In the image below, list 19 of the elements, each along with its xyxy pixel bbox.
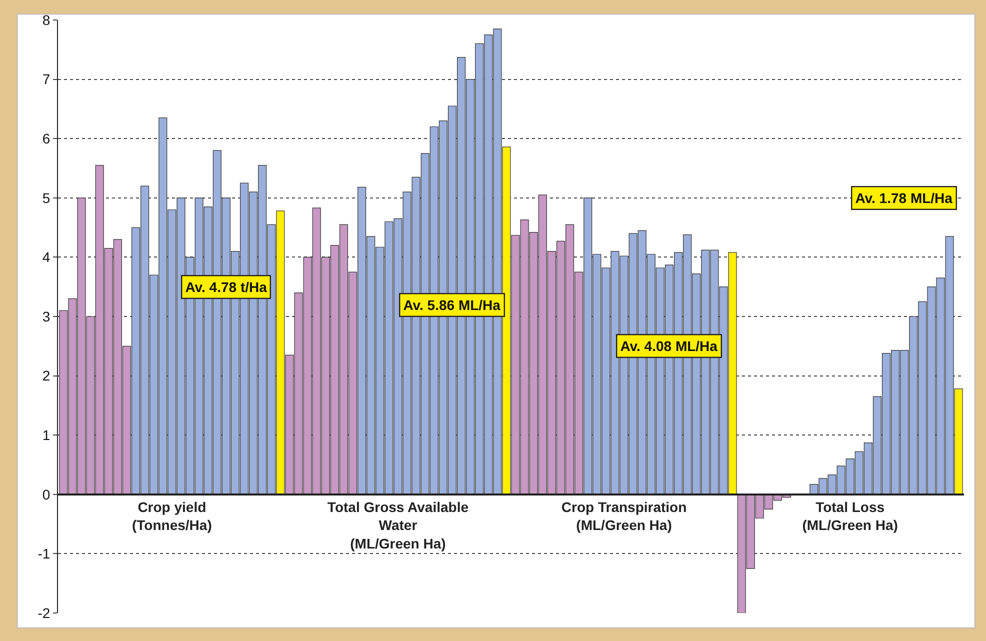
x-tick-label: Crop Transpiration (ML/Green Ha)	[561, 498, 687, 534]
y-tick-label: 2	[42, 368, 50, 384]
annotation: Av. 4.08 ML/Ha	[620, 338, 718, 354]
annotation: Av. 4.78 t/Ha	[185, 279, 268, 296]
y-tick-label: -1	[38, 546, 50, 562]
x-tick-label: Crop yield (Tonnes/Ha)	[132, 498, 212, 534]
x-tick-label: Total Gross Available Water (ML/Green Ha)	[327, 498, 469, 552]
y-tick-label: -2	[38, 604, 50, 621]
y-tick-label: 5	[42, 190, 50, 206]
y-tick-label: 3	[42, 308, 50, 324]
y-tick-label: 7	[42, 71, 50, 88]
annotation: Av. 5.86 ML/Ha	[403, 297, 501, 314]
y-tick-label: 6	[42, 130, 50, 146]
y-tick-label: 8	[42, 12, 50, 28]
y-tick-label: 0	[42, 486, 50, 502]
y-tick-label: 4	[42, 249, 50, 266]
y-tick-label: 1	[42, 427, 50, 443]
annotation: Av. 1.78 ML/Ha	[855, 190, 953, 206]
x-tick-label: Total Loss (ML/Green Ha)	[802, 498, 898, 534]
